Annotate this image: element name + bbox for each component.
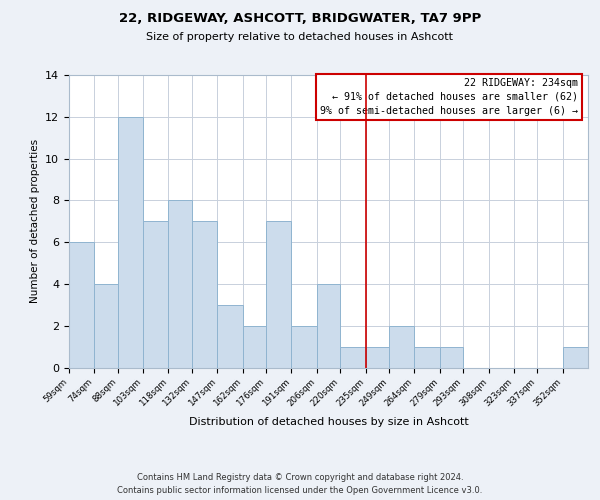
Bar	[389, 326, 415, 368]
Bar	[69, 242, 94, 368]
Bar	[292, 326, 317, 368]
Bar	[317, 284, 340, 368]
Bar	[415, 346, 440, 368]
Y-axis label: Number of detached properties: Number of detached properties	[29, 139, 40, 304]
Bar	[340, 346, 365, 368]
Text: Contains HM Land Registry data © Crown copyright and database right 2024.: Contains HM Land Registry data © Crown c…	[137, 472, 463, 482]
Text: 22 RIDGEWAY: 234sqm
← 91% of detached houses are smaller (62)
9% of semi-detache: 22 RIDGEWAY: 234sqm ← 91% of detached ho…	[320, 78, 578, 116]
Bar	[440, 346, 463, 368]
Bar	[242, 326, 266, 368]
Bar	[266, 221, 292, 368]
Bar	[118, 117, 143, 368]
Bar	[169, 200, 192, 368]
Bar	[143, 221, 169, 368]
Bar	[94, 284, 118, 368]
Bar	[192, 221, 217, 368]
Bar	[217, 305, 242, 368]
Bar	[365, 346, 389, 368]
Bar	[563, 346, 588, 368]
Text: 22, RIDGEWAY, ASHCOTT, BRIDGWATER, TA7 9PP: 22, RIDGEWAY, ASHCOTT, BRIDGWATER, TA7 9…	[119, 12, 481, 26]
Text: Contains public sector information licensed under the Open Government Licence v3: Contains public sector information licen…	[118, 486, 482, 495]
X-axis label: Distribution of detached houses by size in Ashcott: Distribution of detached houses by size …	[188, 416, 469, 426]
Text: Size of property relative to detached houses in Ashcott: Size of property relative to detached ho…	[146, 32, 454, 42]
